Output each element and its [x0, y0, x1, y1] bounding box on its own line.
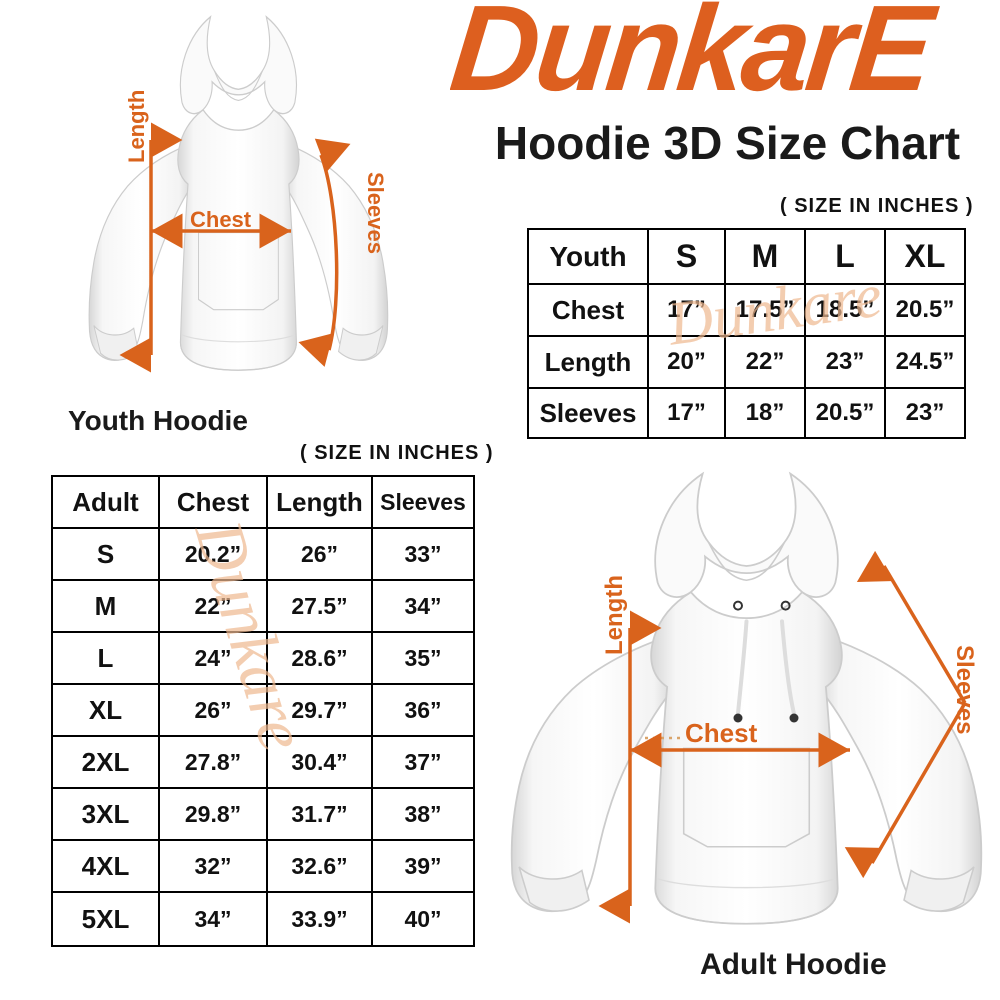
- svg-text:DunkarE: DunkarE: [450, 0, 943, 116]
